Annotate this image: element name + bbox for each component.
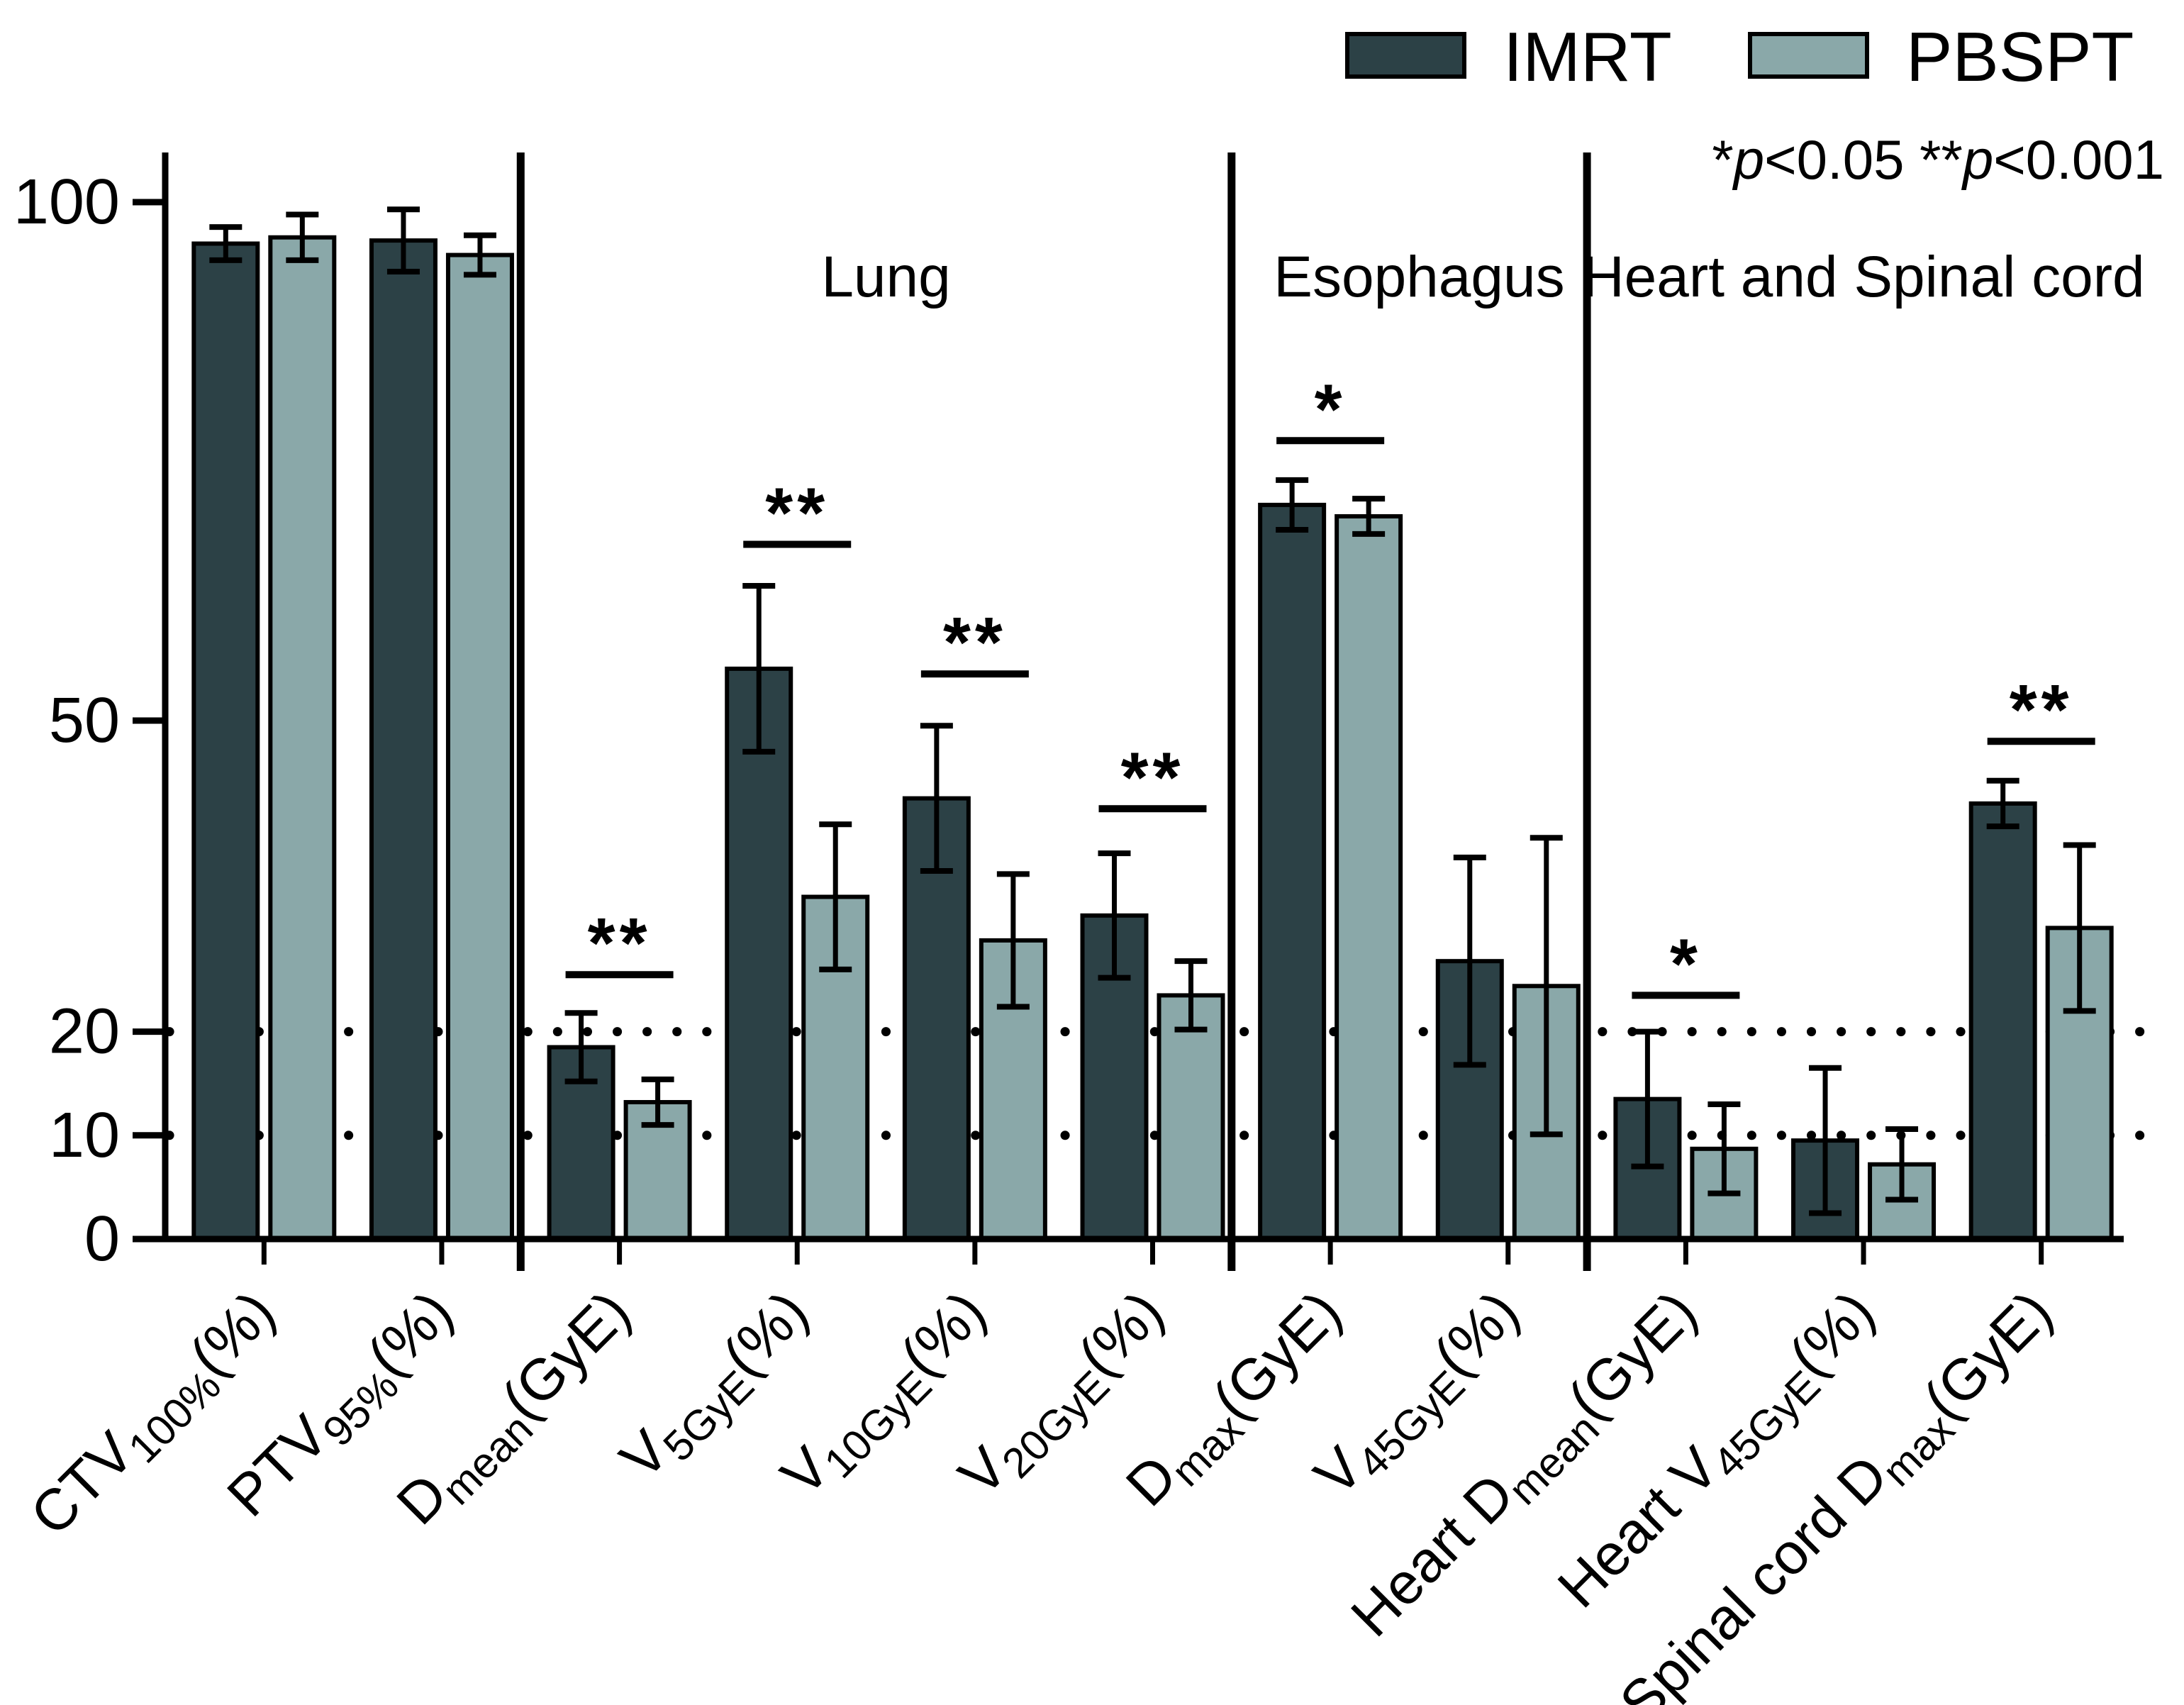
error-bar-imrt-5 (1098, 850, 1131, 981)
bar-imrt-10 (1968, 801, 2037, 1241)
error-bar-imrt-0 (209, 224, 243, 263)
bar-pbspt-1 (445, 252, 514, 1241)
sig-stars: ** (765, 473, 829, 552)
sig-marker-3: ** (743, 473, 852, 552)
error-bar-pbspt-9 (1885, 1126, 1919, 1203)
sig-marker-4: ** (920, 603, 1029, 682)
axes: 0 10 20 50 100 (13, 152, 2124, 1274)
error-bar-pbspt-0 (286, 211, 319, 263)
error-bar-imrt-3 (742, 582, 776, 755)
sig-stars: * (1670, 924, 1702, 1004)
legend-label-pbspt: PBSPT (1906, 18, 2134, 96)
error-bar-pbspt-7 (1530, 835, 1563, 1138)
bar-imrt-6 (1258, 502, 1327, 1241)
error-bar-pbspt-3 (819, 821, 852, 972)
error-bar-imrt-2 (564, 1010, 598, 1084)
bar-imrt-1 (369, 238, 438, 1241)
sig-marker-5: ** (1098, 738, 1207, 817)
pvalue-note: *p<0.05 **p<0.001 (1712, 128, 2164, 191)
section-label-3: Heart and Spinal cord (1582, 245, 2144, 309)
legend-key-pbspt (1748, 32, 1869, 79)
sig-marker-6: * (1276, 370, 1385, 449)
sig-stars: ** (1121, 738, 1185, 817)
bar-pbspt-6 (1335, 513, 1403, 1241)
error-bar-imrt-8 (1631, 1028, 1664, 1170)
error-bar-imrt-1 (386, 206, 420, 274)
x-axis-labels: CTV100%(%)PTV95%(%)Dmean(GyE)V5GyE(%)V10… (18, 1279, 2064, 1705)
plot-area (191, 206, 2114, 1242)
error-bar-imrt-9 (1809, 1065, 1842, 1216)
sig-stars: ** (588, 904, 652, 983)
section-label-1: Lung (821, 245, 950, 309)
error-bar-pbspt-6 (1352, 496, 1386, 537)
error-bar-pbspt-10 (2063, 842, 2096, 1014)
error-bar-pbspt-1 (463, 232, 496, 278)
legend-label-imrt: IMRT (1503, 18, 1672, 96)
error-bar-imrt-7 (1453, 854, 1486, 1068)
sig-marker-8: * (1632, 924, 1740, 1004)
error-bar-pbspt-4 (996, 871, 1030, 1010)
error-bar-imrt-6 (1276, 477, 1309, 533)
error-bar-pbspt-5 (1174, 958, 1208, 1033)
sig-stars: ** (2010, 670, 2073, 750)
section-dividers (516, 152, 1591, 1271)
bar-imrt-0 (191, 241, 260, 1242)
error-bar-pbspt-2 (641, 1076, 674, 1128)
x-label-9: Heart V45GyE(%) (1546, 1279, 1893, 1626)
error-bar-imrt-4 (920, 723, 953, 874)
significance-markers: ************ (565, 370, 2095, 1004)
y-tick-label: 20 (49, 996, 120, 1067)
error-bar-pbspt-8 (1707, 1101, 1741, 1196)
sig-stars: ** (943, 603, 1007, 682)
sig-marker-10: ** (1987, 670, 2095, 750)
bar-imrt-4 (902, 796, 971, 1241)
y-tick-label: 0 (84, 1204, 120, 1274)
section-label-2: Esophagus (1274, 245, 1564, 309)
section-labels: Lung Esophagus Heart and Spinal cord (821, 245, 2144, 309)
legend: IMRT PBSPT (1345, 18, 2134, 96)
legend-key-imrt (1345, 32, 1466, 79)
y-tick-label: 10 (49, 1100, 120, 1171)
y-tick-label: 50 (49, 685, 120, 756)
y-tick-label: 100 (13, 167, 120, 238)
sig-stars: * (1315, 370, 1347, 449)
error-bar-imrt-10 (1986, 777, 2019, 830)
bar-pbspt-0 (268, 235, 337, 1241)
sig-marker-2: ** (565, 904, 674, 983)
